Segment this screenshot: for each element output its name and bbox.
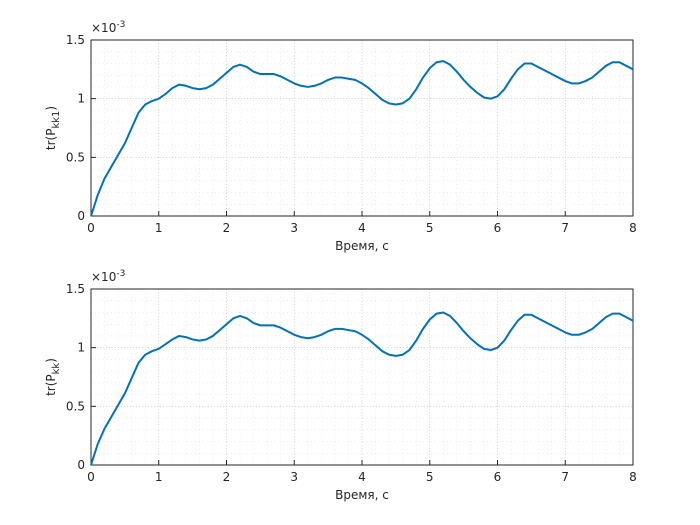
x-tick-label: 7 — [561, 470, 569, 484]
data-line — [90, 311, 634, 466]
y-tick-label: 0.5 — [66, 150, 85, 164]
y-tick-label: 1 — [77, 341, 85, 355]
y-axis-label: tr(Pkk1) — [44, 106, 62, 150]
x-tick-label: 0 — [87, 470, 95, 484]
y-tick-label: 0.5 — [66, 399, 85, 413]
axes-box — [90, 288, 634, 466]
y-label-text: tr(P — [44, 129, 58, 151]
y-label-sub: kk1 — [51, 111, 62, 129]
x-tick-label: 4 — [358, 221, 366, 235]
x-tick-label: 6 — [494, 470, 502, 484]
x-tick-label: 4 — [358, 470, 366, 484]
x-tick-label: 7 — [561, 221, 569, 235]
y-multiplier: ×10-3 — [91, 269, 125, 284]
y-multiplier-power: -3 — [116, 269, 125, 279]
y-multiplier-base: ×10 — [91, 270, 116, 284]
y-multiplier-power: -3 — [116, 20, 125, 30]
x-tick-label: 1 — [155, 221, 163, 235]
data-line — [90, 60, 634, 217]
y-label-close: ) — [44, 358, 58, 363]
x-axis-label: Время, с — [335, 488, 389, 502]
y-tick-label: 1 — [77, 92, 85, 106]
axes-box — [90, 39, 634, 217]
x-axis-label: Время, с — [335, 239, 389, 253]
x-tick-label: 6 — [494, 221, 502, 235]
y-multiplier-base: ×10 — [91, 21, 116, 35]
y-tick-label: 0 — [77, 209, 85, 223]
x-tick-label: 1 — [155, 470, 163, 484]
y-label-sub: kk — [51, 363, 62, 375]
x-tick-label: 0 — [87, 221, 95, 235]
x-tick-label: 8 — [629, 221, 637, 235]
y-label-close: ) — [44, 106, 58, 111]
x-tick-label: 2 — [223, 470, 231, 484]
y-tick-label: 1.5 — [66, 282, 85, 296]
y-axis-label: tr(Pkk) — [44, 358, 62, 396]
y-tick-label: 0 — [77, 458, 85, 472]
x-tick-label: 2 — [223, 221, 231, 235]
y-multiplier: ×10-3 — [91, 20, 125, 35]
x-tick-label: 3 — [290, 221, 298, 235]
x-tick-label: 3 — [290, 470, 298, 484]
x-tick-label: 5 — [426, 221, 434, 235]
y-tick-label: 1.5 — [66, 33, 85, 47]
y-label-text: tr(P — [44, 374, 58, 396]
x-tick-label: 5 — [426, 470, 434, 484]
x-tick-label: 8 — [629, 470, 637, 484]
